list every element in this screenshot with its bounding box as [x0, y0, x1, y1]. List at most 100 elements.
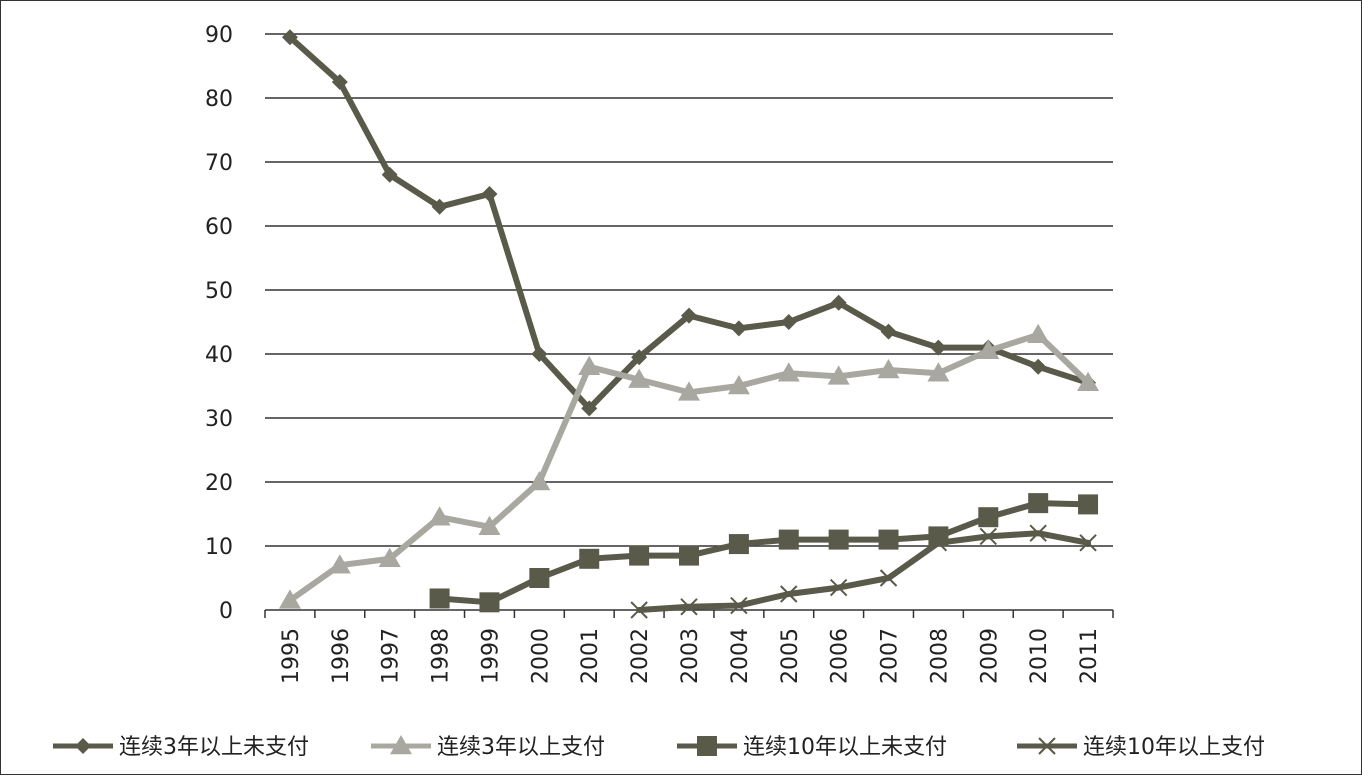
series-line [636, 530, 1092, 613]
legend-label: 连续10年以上未支付 [743, 735, 947, 760]
data-point [578, 355, 601, 376]
series-3 [429, 493, 1099, 613]
x-stroke [780, 585, 798, 603]
data-point [431, 198, 448, 215]
x-tick-label: 2005 [778, 628, 803, 684]
y-tick-label: 90 [205, 23, 233, 48]
legend-item: 连续10年以上未支付 [677, 735, 947, 760]
data-point [1077, 371, 1100, 392]
data-point [877, 359, 900, 379]
data-point [727, 375, 750, 395]
data-point [378, 547, 401, 568]
data-point [479, 592, 500, 613]
x-tick-label: 2003 [678, 628, 703, 684]
legend-swatch-marker [390, 735, 412, 755]
y-tick-label: 80 [205, 87, 233, 112]
series-layer [278, 29, 1100, 619]
data-point [1078, 494, 1099, 515]
legend-item: 连续10年以上支付 [1017, 735, 1265, 760]
x-tick-label: 1996 [329, 628, 354, 684]
legend-label: 连续10年以上支付 [1083, 735, 1265, 760]
x-stroke [829, 578, 848, 597]
x-tick-label: 2002 [628, 628, 653, 684]
data-point [581, 400, 598, 417]
x-axis-ticks: 1995 1996 1997 1998 1999 2000 2001 2002 2003 2004… [264, 610, 1114, 684]
data-point [730, 596, 748, 615]
x-tick-label: 2009 [977, 628, 1002, 684]
data-point [828, 529, 849, 550]
x-stroke [1038, 737, 1056, 755]
data-point [528, 471, 551, 491]
y-tick-label: 20 [205, 471, 233, 496]
x-stroke [929, 534, 948, 552]
x-tick-label: 2007 [878, 628, 903, 684]
series-line [286, 34, 1092, 412]
data-point [678, 381, 700, 401]
data-point [780, 585, 798, 603]
x-tick-label: 2010 [1027, 628, 1052, 684]
y-axis-ticks: 0 10 20 30 40 50 60 70 80 90 [205, 23, 233, 624]
data-point [681, 307, 697, 324]
y-tick-label: 60 [205, 215, 233, 240]
data-point [331, 74, 348, 90]
x-stroke [630, 601, 648, 619]
data-point [428, 506, 451, 526]
x-tick-label: 2000 [528, 628, 553, 684]
data-point [680, 598, 698, 616]
x-stroke [730, 596, 748, 615]
data-point [1027, 323, 1050, 344]
y-tick-label: 10 [205, 535, 233, 560]
x-tick-label: 2001 [578, 628, 603, 684]
x-stroke [979, 527, 998, 546]
y-tick-label: 30 [205, 407, 233, 432]
data-point [780, 314, 797, 330]
data-point [777, 362, 800, 382]
data-point [978, 507, 999, 528]
data-point [478, 515, 501, 536]
data-point [679, 545, 699, 566]
data-point [278, 589, 301, 609]
data-point [977, 339, 1000, 360]
data-point [827, 365, 850, 385]
data-point [927, 362, 950, 382]
data-point [631, 349, 648, 366]
data-point [930, 339, 947, 356]
series-2 [278, 323, 1100, 609]
data-point [630, 601, 648, 619]
data-point [531, 346, 548, 362]
data-point [728, 534, 749, 555]
x-tick-label: 1998 [429, 628, 454, 684]
series-1 [281, 29, 1097, 417]
data-point [929, 534, 948, 552]
data-point [1029, 524, 1047, 542]
series-4 [630, 524, 1097, 619]
data-point [979, 527, 998, 546]
data-point [381, 166, 398, 183]
data-point [830, 294, 847, 311]
x-tick-label: 1995 [279, 628, 304, 684]
x-tick-label: 2011 [1077, 628, 1102, 684]
y-tick-label: 70 [205, 151, 233, 176]
legend-swatch-marker [1038, 737, 1056, 755]
data-point [529, 568, 550, 588]
data-point [629, 545, 650, 566]
data-point [281, 29, 298, 46]
data-point [628, 368, 651, 388]
y-tick-label: 40 [205, 343, 233, 368]
data-point [730, 320, 747, 337]
x-stroke [680, 598, 698, 616]
x-stroke [879, 569, 898, 587]
data-point [880, 323, 897, 340]
x-stroke [1029, 524, 1047, 542]
data-point [878, 529, 899, 550]
legend-swatch-marker [697, 736, 717, 756]
data-point [879, 569, 898, 587]
x-tick-label: 2006 [828, 628, 853, 684]
x-tick-label: 1999 [478, 628, 503, 684]
legend-item: 连续3年以上支付 [371, 735, 605, 760]
data-point [829, 578, 848, 597]
x-tick-label: 2004 [728, 628, 753, 684]
legend-label: 连续3年以上未支付 [119, 735, 309, 760]
